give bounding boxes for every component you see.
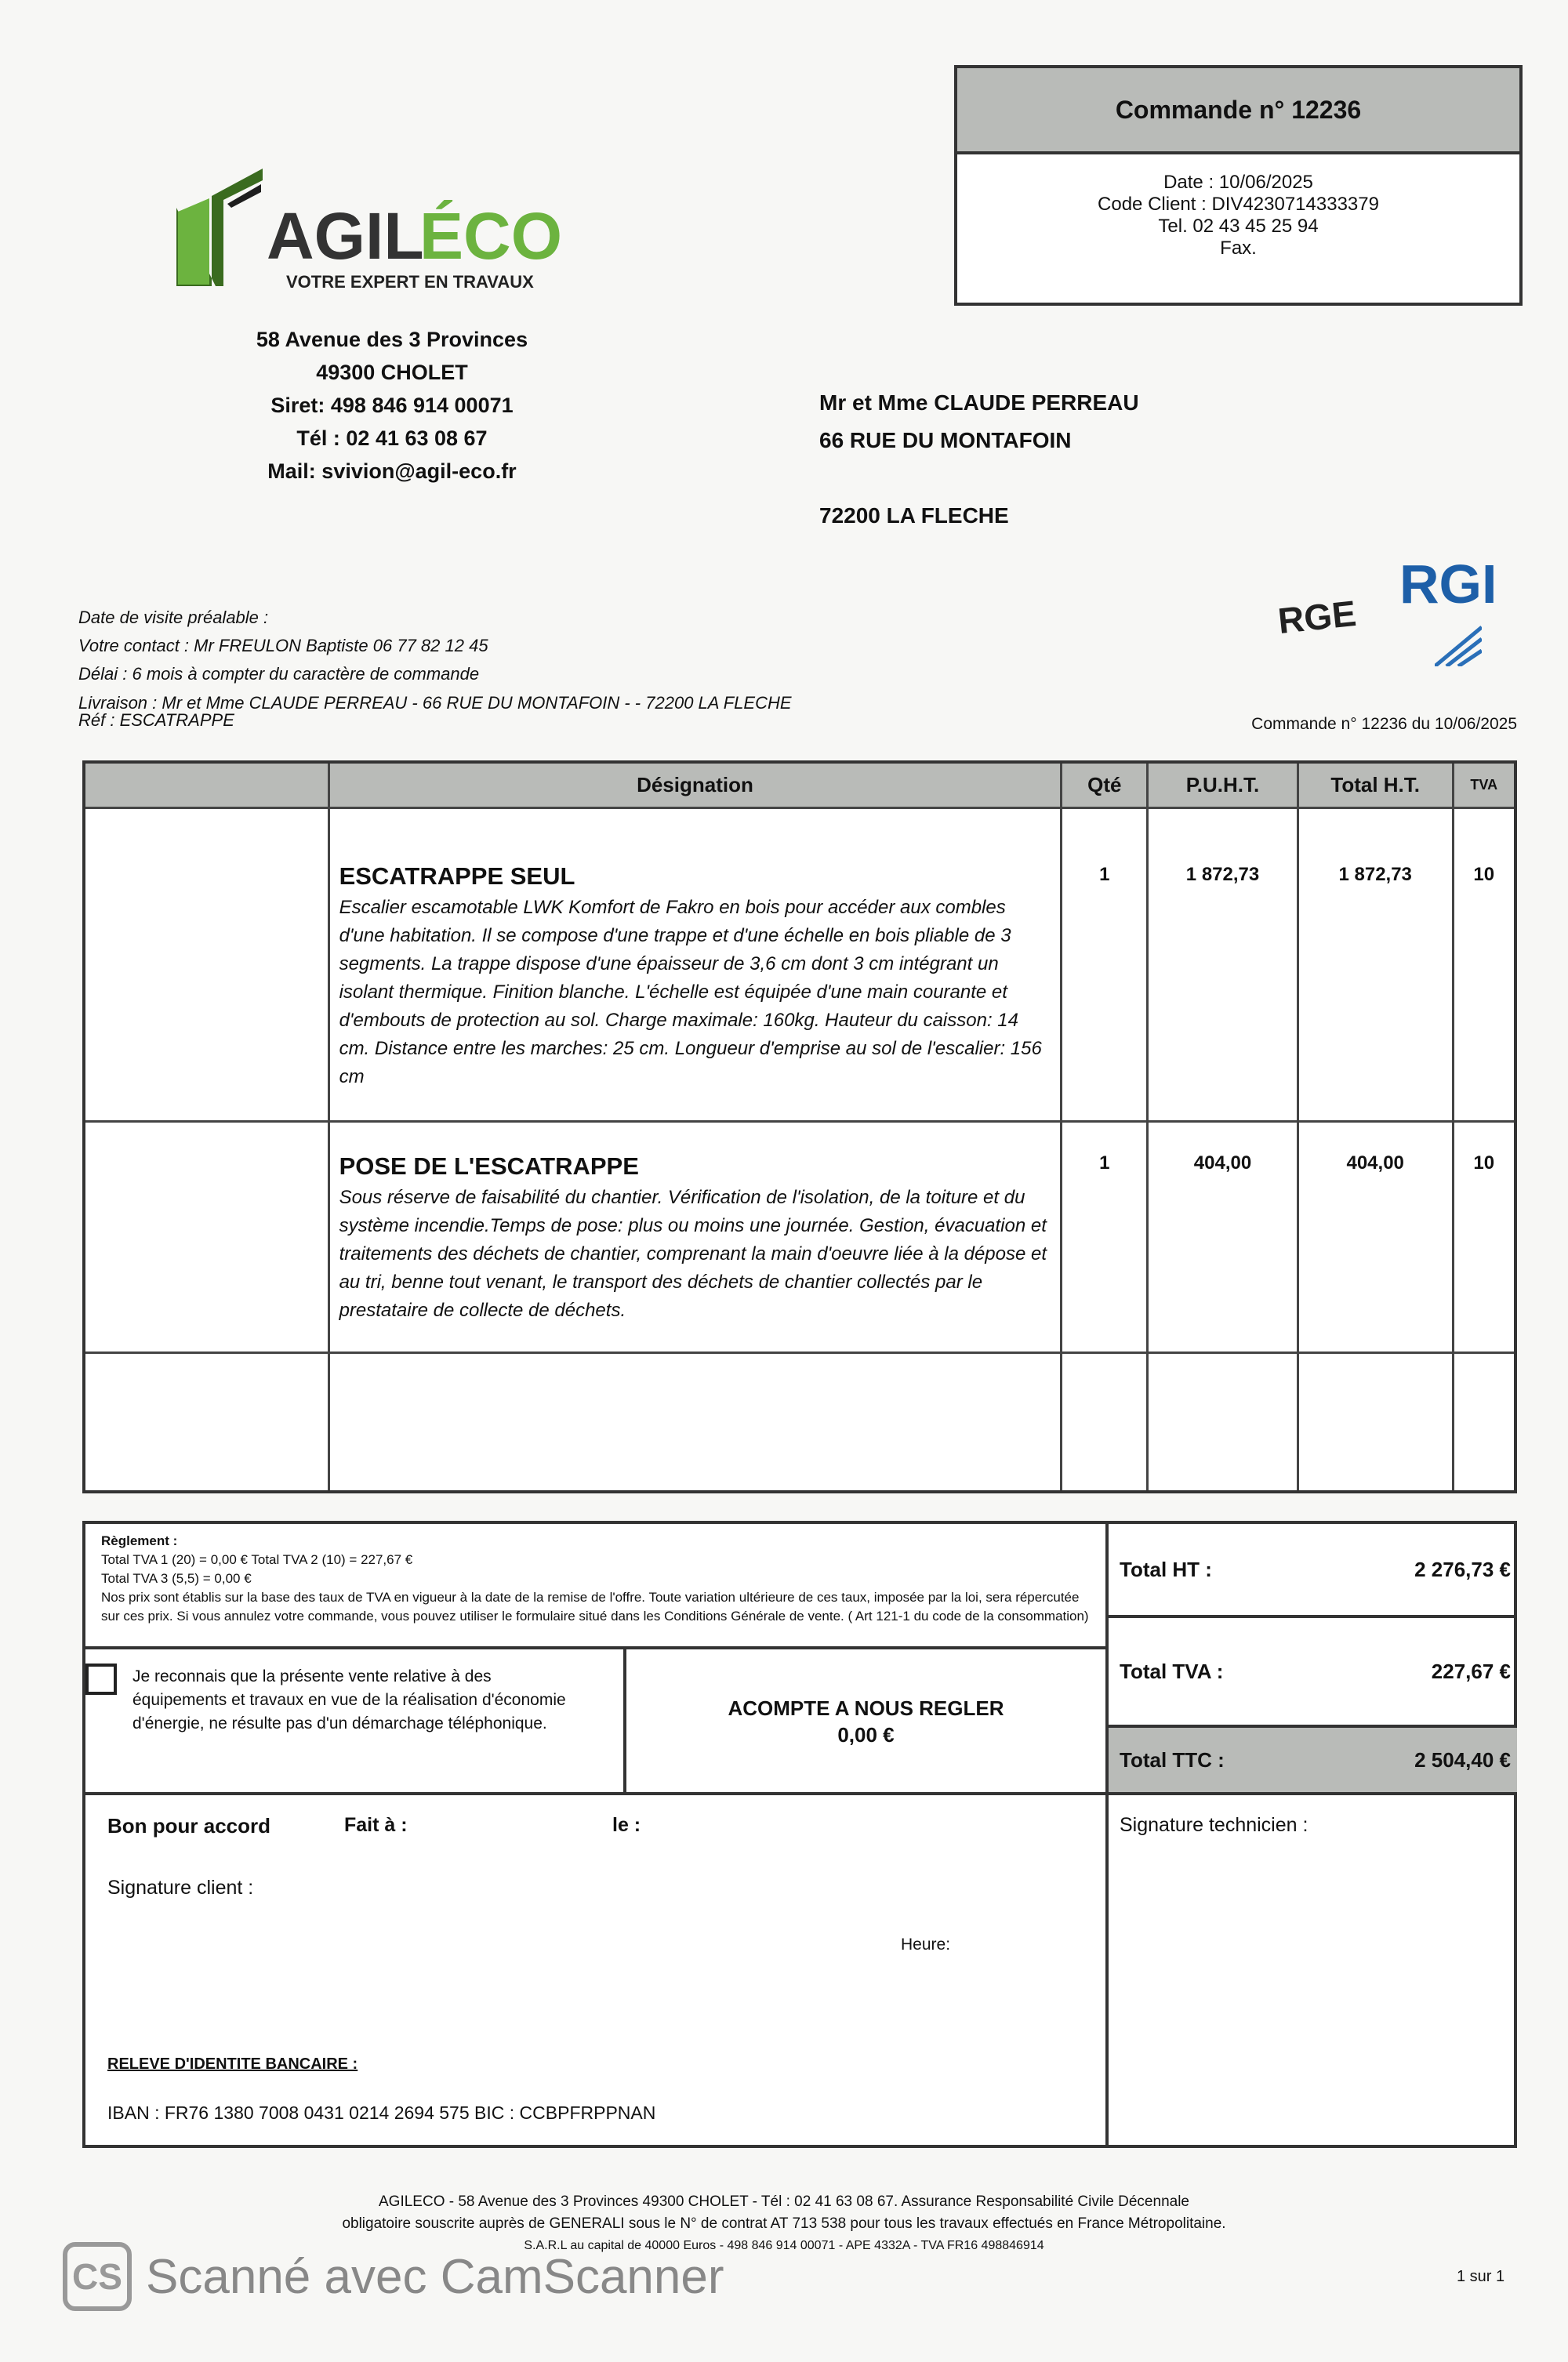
vat-notice: Nos prix sont établis sur la base des ta… xyxy=(101,1590,1089,1624)
agreement-label: Bon pour accord xyxy=(107,1814,271,1838)
order-reference: Commande n° 12236 du 10/06/2025 xyxy=(1251,715,1517,733)
order-info: Date de visite préalable : Votre contact… xyxy=(78,604,792,729)
col-designation: Désignation xyxy=(327,760,1063,809)
footer-line-2: obligatoire souscrite auprès de GENERALI… xyxy=(342,2215,1226,2232)
total-ttc-label: Total TTC : xyxy=(1120,1747,1225,1772)
svg-text:VOTRE EXPERT EN TRAVAUX: VOTRE EXPERT EN TRAVAUX xyxy=(286,272,534,292)
order-box: Commande n° 12236 Date : 10/06/2025 Code… xyxy=(954,65,1523,306)
delay: Délai : 6 mois à compter du caractère de… xyxy=(78,664,480,684)
items-table: Désignation Qté P.U.H.T. Total H.T. TVA … xyxy=(82,760,1517,1493)
total-tva-label: Total TVA : xyxy=(1120,1659,1224,1683)
client-signature-label: Signature client : xyxy=(107,1877,254,1899)
vat-breakdown-3: Total TVA 3 (5,5) = 0,00 € xyxy=(101,1571,252,1586)
reference: Réf : ESCATRAPPE xyxy=(78,710,234,730)
col-qty: Qté xyxy=(1060,760,1149,809)
item-qty: 1 xyxy=(1060,1119,1149,1354)
totals: Total HT : 2 276,73 € Total TVA : 227,67 €… xyxy=(1105,1524,1517,2145)
col-vat: TVA xyxy=(1451,760,1517,809)
total-tva-row: Total TVA : 227,67 € xyxy=(1109,1618,1517,1728)
company-city: 49300 CHOLET xyxy=(316,361,468,384)
client-street: 66 RUE DU MONTAFOIN xyxy=(819,428,1072,452)
client-city: 72200 LA FLECHE xyxy=(819,503,1009,528)
company-mail: Mail: svivion@agil-eco.fr xyxy=(267,459,517,483)
hour-label: Heure: xyxy=(901,1936,951,1954)
client-address: Mr et Mme CLAUDE PERREAU 66 RUE DU MONTA… xyxy=(819,384,1139,535)
company-street: 58 Avenue des 3 Provinces xyxy=(256,328,528,351)
rgi-logo: RGI xyxy=(1399,553,1497,615)
acknowledgement: Je reconnais que la présente vente relat… xyxy=(85,1649,626,1795)
item-total: 1 872,73 xyxy=(1296,806,1454,1123)
item-description: Escalier escamotable LWK Komfort de Fakr… xyxy=(339,896,1042,1087)
camscanner-icon: CS xyxy=(63,2242,132,2311)
bank-title: RELEVE D'IDENTITE BANCAIRE : xyxy=(107,2055,358,2073)
item-total: 404,00 xyxy=(1296,1119,1454,1354)
total-ttc-value: 2 504,40 € xyxy=(1414,1747,1511,1772)
rgi-stripes-icon xyxy=(1435,626,1482,666)
summary-block: Règlement : Total TVA 1 (20) = 0,00 € To… xyxy=(82,1521,1517,2148)
page-number: 1 sur 1 xyxy=(1457,2268,1505,2285)
table-row-empty xyxy=(82,1351,1517,1493)
item-vat: 10 xyxy=(1451,806,1517,1123)
footer-line-1: AGILECO - 58 Avenue des 3 Provinces 4930… xyxy=(379,2193,1189,2210)
col-total: Total H.T. xyxy=(1296,760,1454,809)
deposit: ACOMPTE A NOUS REGLER 0,00 € xyxy=(626,1649,1105,1795)
client-name: Mr et Mme CLAUDE PERREAU xyxy=(819,390,1139,415)
col-blank xyxy=(82,760,330,809)
company-logo: AGIL ÉCO VOTRE EXPERT EN TRAVAUX xyxy=(169,161,623,298)
item-unit-price: 404,00 xyxy=(1146,1119,1299,1354)
payment-terms: Règlement : Total TVA 1 (20) = 0,00 € To… xyxy=(85,1524,1105,1649)
company-siret: Siret: 498 846 914 00071 xyxy=(270,394,514,417)
svg-text:AGIL: AGIL xyxy=(267,199,424,273)
date-label: le : xyxy=(612,1814,641,1836)
place-label: Fait à : xyxy=(344,1814,408,1836)
watermark-text: Scanné avec CamScanner xyxy=(146,2249,724,2304)
company-tel: Tél : 02 41 63 08 67 xyxy=(296,426,488,450)
footer: AGILECO - 58 Avenue des 3 Provinces 4930… xyxy=(0,2191,1568,2257)
order-title: Commande n° 12236 xyxy=(957,68,1519,154)
deposit-label: ACOMPTE A NOUS REGLER xyxy=(728,1696,1004,1720)
item-unit-price: 1 872,73 xyxy=(1146,806,1299,1123)
visit-date: Date de visite préalable : xyxy=(78,608,269,627)
total-ttc-row: Total TTC : 2 504,40 € xyxy=(1109,1728,1517,1795)
client-tel: Tel. 02 43 45 25 94 xyxy=(1158,216,1319,237)
table-row: ESCATRAPPE SEUL Escalier escamotable LWK … xyxy=(82,806,1517,1123)
company-address: 58 Avenue des 3 Provinces 49300 CHOLET S… xyxy=(188,323,596,488)
table-row: POSE DE L'ESCATRAPPE Sous réserve de fais… xyxy=(82,1119,1517,1354)
item-description: Sous réserve de faisabilité du chantier.… xyxy=(339,1186,1047,1321)
payment-label: Règlement : xyxy=(101,1533,178,1548)
total-ht-label: Total HT : xyxy=(1120,1557,1212,1581)
total-tva-value: 227,67 € xyxy=(1431,1659,1511,1683)
item-vat: 10 xyxy=(1451,1119,1517,1354)
total-ht-row: Total HT : 2 276,73 € xyxy=(1109,1524,1517,1618)
client-fax: Fax. xyxy=(1220,238,1257,259)
order-date: Date : 10/06/2025 xyxy=(1163,172,1313,193)
logo-house-icon: AGIL ÉCO VOTRE EXPERT EN TRAVAUX xyxy=(176,169,562,292)
footer-line-3: S.A.R.L au capital de 40000 Euros - 498 … xyxy=(524,2239,1044,2252)
contact: Votre contact : Mr FREULON Baptiste 06 7… xyxy=(78,636,488,655)
client-code: Code Client : DIV4230714333379 xyxy=(1098,194,1379,215)
delivery: Livraison : Mr et Mme CLAUDE PERREAU - 6… xyxy=(78,693,792,713)
technician-signature-label: Signature technicien : xyxy=(1120,1814,1308,1836)
deposit-value: 0,00 € xyxy=(837,1723,895,1747)
acknowledge-text: Je reconnais que la présente vente relat… xyxy=(132,1667,566,1732)
acknowledge-checkbox[interactable] xyxy=(85,1664,117,1695)
rge-logo: RGE xyxy=(1276,592,1359,642)
iban: IBAN : FR76 1380 7008 0431 0214 2694 575… xyxy=(107,2103,656,2123)
vat-breakdown: Total TVA 1 (20) = 0,00 € Total TVA 2 (1… xyxy=(101,1552,413,1567)
item-qty: 1 xyxy=(1060,806,1149,1123)
total-ht-value: 2 276,73 € xyxy=(1414,1557,1511,1581)
col-unit-price: P.U.H.T. xyxy=(1146,760,1299,809)
item-title: ESCATRAPPE SEUL xyxy=(339,862,575,890)
table-header: Désignation Qté P.U.H.T. Total H.T. TVA xyxy=(82,760,1517,809)
svg-text:ÉCO: ÉCO xyxy=(419,199,562,273)
camscanner-watermark: CS Scanné avec CamScanner xyxy=(63,2242,724,2311)
item-title: POSE DE L'ESCATRAPPE xyxy=(339,1152,639,1180)
